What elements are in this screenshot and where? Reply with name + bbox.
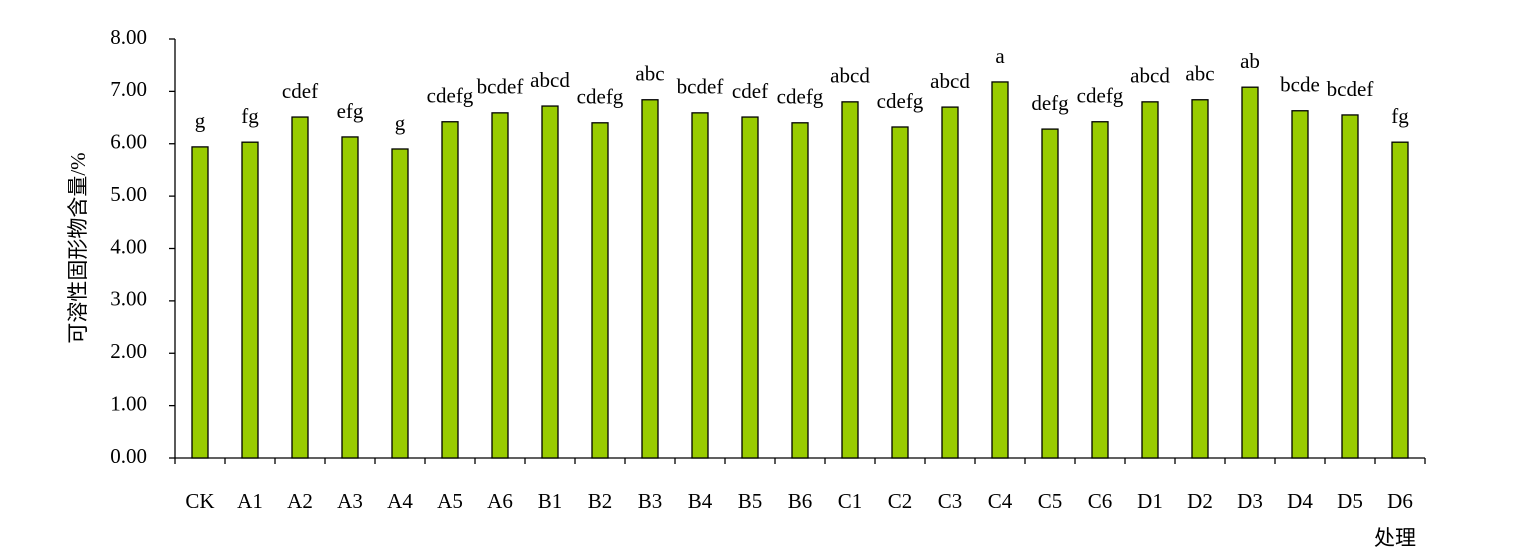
x-tick-label: B1 [538, 489, 563, 513]
y-tick-label: 1.00 [110, 391, 147, 415]
bar [191, 146, 209, 459]
x-tick-label: B5 [738, 489, 763, 513]
significance-label: bcde [1280, 73, 1320, 97]
x-tick-label: A5 [437, 489, 463, 513]
x-tick-label: A6 [487, 489, 513, 513]
bar [491, 112, 509, 459]
bar [591, 122, 609, 459]
x-tick-label: D6 [1387, 489, 1413, 513]
significance-label: cdefg [577, 85, 624, 109]
x-tick-label: B2 [588, 489, 613, 513]
y-tick-label: 7.00 [110, 77, 147, 101]
significance-label: cdef [282, 79, 318, 103]
y-tick-label: 6.00 [110, 130, 147, 154]
x-tick-label: A3 [337, 489, 363, 513]
y-tick-label: 5.00 [110, 182, 147, 206]
x-tick-label: D2 [1187, 489, 1213, 513]
significance-label: abcd [830, 64, 870, 88]
significance-label: a [995, 44, 1005, 68]
y-tick-label: 0.00 [110, 444, 147, 468]
significance-label: abcd [530, 68, 570, 92]
bar [391, 148, 409, 459]
x-tick-label: D5 [1337, 489, 1363, 513]
x-tick-label: B6 [788, 489, 813, 513]
significance-label: cdefg [777, 85, 824, 109]
significance-label: bcdef [1327, 77, 1374, 101]
significance-label: cdefg [877, 89, 924, 113]
significance-label: cdefg [1077, 84, 1124, 108]
y-tick-label: 2.00 [110, 339, 147, 363]
x-tick-label: A4 [387, 489, 413, 513]
significance-label: bcdef [477, 75, 524, 99]
bar [1341, 114, 1359, 459]
y-axis-title: 可溶性固形物含量/% [66, 152, 90, 343]
x-tick-label: B3 [638, 489, 663, 513]
bar [641, 99, 659, 459]
bar [341, 136, 359, 459]
x-tick-label: D1 [1137, 489, 1163, 513]
bar [1041, 128, 1059, 459]
bar [241, 141, 259, 459]
bar [1291, 110, 1309, 459]
bar [691, 112, 709, 459]
significance-label: ab [1240, 49, 1260, 73]
significance-label: abcd [1130, 64, 1170, 88]
bar [291, 116, 309, 459]
bar [991, 81, 1009, 459]
bar [441, 121, 459, 459]
x-tick-label: C3 [938, 489, 963, 513]
x-tick-label: C6 [1088, 489, 1113, 513]
significance-label: bcdef [677, 75, 724, 99]
bar [1191, 99, 1209, 459]
x-tick-label: D3 [1237, 489, 1263, 513]
significance-label: fg [241, 104, 259, 128]
bar [541, 105, 559, 459]
significance-label: defg [1031, 91, 1069, 115]
x-tick-label: C4 [988, 489, 1013, 513]
significance-label: abcd [930, 69, 970, 93]
bar [1091, 121, 1109, 459]
bar [791, 122, 809, 459]
x-tick-label: D4 [1287, 489, 1313, 513]
bar [941, 106, 959, 459]
x-tick-label: CK [185, 489, 214, 513]
x-tick-label: B4 [688, 489, 713, 513]
x-tick-label: C1 [838, 489, 863, 513]
x-tick-label: C2 [888, 489, 913, 513]
bar [841, 101, 859, 459]
significance-label: efg [337, 99, 364, 123]
bar [741, 116, 759, 459]
significance-label: cdef [732, 79, 768, 103]
bar [1241, 86, 1259, 459]
significance-label: abc [1185, 62, 1214, 86]
significance-label: cdefg [427, 84, 474, 108]
y-tick-label: 8.00 [110, 25, 147, 49]
bar [1391, 141, 1409, 459]
significance-label: abc [635, 62, 664, 86]
x-tick-label: A2 [287, 489, 313, 513]
significance-label: fg [1391, 104, 1409, 128]
y-tick-label: 3.00 [110, 287, 147, 311]
bar [891, 126, 909, 459]
x-tick-label: C5 [1038, 489, 1063, 513]
significance-label: g [395, 111, 406, 135]
x-axis-title: 处理 [1374, 526, 1416, 550]
bar [1141, 101, 1159, 459]
significance-label: g [195, 109, 206, 133]
y-tick-label: 4.00 [110, 234, 147, 258]
x-tick-label: A1 [237, 489, 263, 513]
